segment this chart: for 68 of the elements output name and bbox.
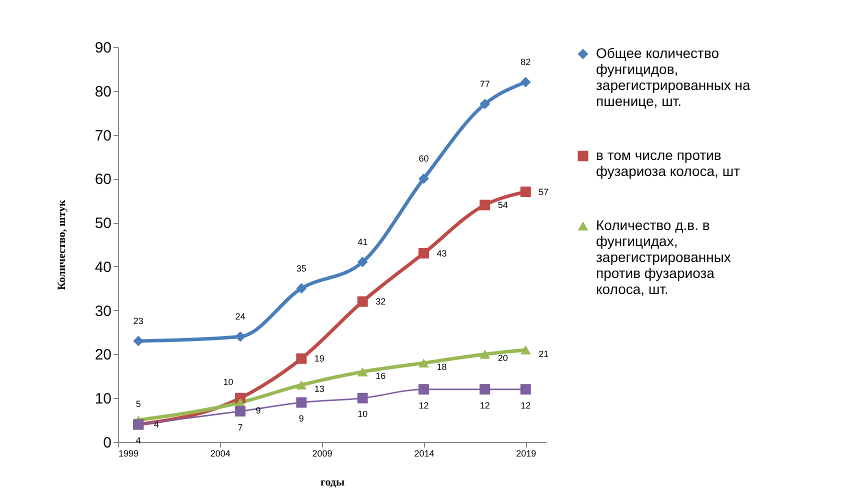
data-label: 12 — [520, 400, 531, 410]
point — [357, 367, 368, 376]
data-label: 54 — [498, 200, 508, 210]
point — [418, 173, 429, 184]
y-tick-label: 20 — [94, 346, 112, 364]
point — [480, 98, 490, 110]
y-tick-label: 60 — [94, 171, 112, 188]
point — [480, 350, 490, 359]
data-label: 9 — [298, 414, 304, 424]
y-tick-label: 40 — [94, 258, 112, 276]
data-label: 7 — [238, 422, 243, 432]
data-label: 18 — [436, 362, 447, 372]
x-tick-label: 2004 — [210, 448, 230, 458]
data-label: 19 — [314, 354, 324, 364]
data-label: 32 — [376, 296, 386, 307]
data-label: 20 — [498, 353, 508, 364]
point — [520, 76, 531, 88]
data-label: 10 — [358, 409, 368, 420]
point — [520, 345, 531, 354]
data-label: 4 — [136, 435, 141, 446]
y-tick-label: 80 — [94, 83, 112, 100]
y-tick-label: 50 — [94, 215, 112, 232]
x-axis-title: годы — [320, 476, 345, 488]
point — [357, 392, 368, 404]
y-tick-label: 0 — [103, 434, 112, 452]
point — [520, 186, 531, 198]
x-tick-label: 2019 — [516, 448, 536, 458]
y-tick-label: 30 — [94, 302, 112, 320]
data-label: 24 — [235, 312, 246, 322]
data-label: 16 — [376, 370, 386, 381]
point — [520, 384, 531, 395]
data-label: 5 — [136, 399, 141, 410]
y-tick-label: 90 — [94, 40, 112, 56]
data-label: 10 — [223, 377, 234, 388]
point — [296, 353, 307, 364]
point — [296, 397, 307, 408]
x-tick-label: 2009 — [312, 448, 332, 458]
point — [235, 406, 246, 417]
data-label: 60 — [418, 154, 429, 164]
point — [418, 358, 429, 368]
data-label: 43 — [436, 248, 447, 258]
data-label: 12 — [418, 400, 429, 410]
point — [296, 283, 307, 294]
point — [235, 331, 246, 342]
point — [357, 296, 368, 307]
data-label: 41 — [358, 237, 368, 248]
point — [480, 200, 490, 210]
y-axis-title: Количество, штук — [56, 199, 68, 290]
x-tick-label: 2014 — [414, 448, 434, 458]
data-label: 23 — [133, 316, 144, 326]
legend-label: Общее количество фунгицидов, зарегистрированных на пшенице, шт. — [596, 45, 751, 109]
x-tick-label: 1999 — [118, 448, 139, 458]
point — [418, 384, 429, 395]
data-label: 57 — [538, 186, 549, 197]
point — [357, 256, 368, 268]
legend-label: Количество д.в. в фунгицидах, зарегистрированных против фузариоза колоса, шт. — [596, 217, 731, 297]
data-label: 13 — [314, 384, 324, 394]
y-tick-label: 10 — [94, 390, 112, 408]
legend-label: в том числе против фузариоза колоса, шт — [596, 147, 741, 179]
data-label: 12 — [480, 400, 490, 410]
data-label: 21 — [538, 348, 549, 359]
point — [296, 380, 307, 390]
data-label: 82 — [520, 57, 531, 68]
y-tick-label: 70 — [94, 127, 112, 144]
point — [418, 248, 429, 259]
data-label: 35 — [296, 263, 306, 274]
point — [480, 384, 490, 395]
data-label: 77 — [480, 79, 490, 90]
